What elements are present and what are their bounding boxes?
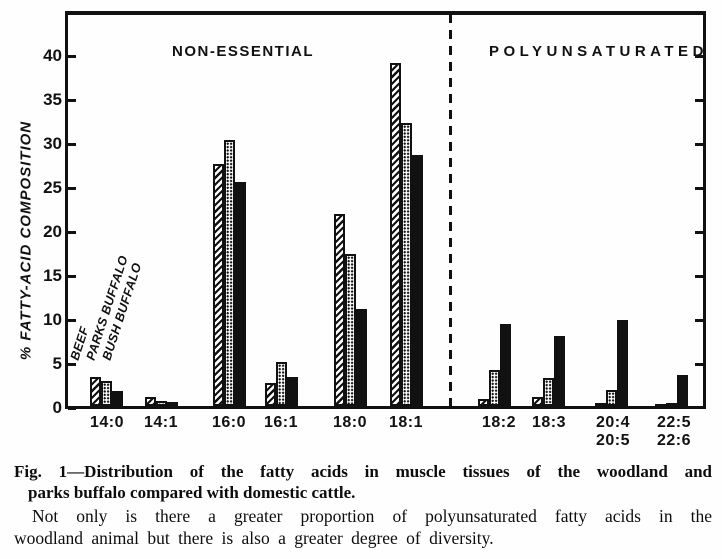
x-axis-line: [65, 406, 706, 409]
section-divider-dashed-line: [449, 14, 452, 407]
bar-20:4-parks-buffalo: [605, 390, 617, 406]
bar-18:2-parks-buffalo: [488, 370, 500, 406]
section-title-polyunsaturated: POLYUNSATURATED: [489, 43, 708, 60]
figure-caption: Fig. 1—Distribution of the fatty acids i…: [14, 461, 712, 503]
bar-18:0-parks-buffalo: [344, 254, 356, 406]
body-line-2: woodland animal but there is also a grea…: [14, 528, 494, 548]
x-label-16:1: 16:1: [263, 414, 299, 431]
y-tick-right-15: [695, 275, 703, 278]
y-tick-label-15: 15: [43, 266, 62, 285]
y-tick-left-20: [68, 231, 76, 234]
plot-top-border: [65, 11, 706, 15]
bar-14:1-bush-buffalo: [166, 402, 178, 406]
bar-20:4-bush-buffalo: [616, 320, 628, 406]
bar-22:5-parks-buffalo: [665, 403, 677, 406]
bar-20:4-beef: [594, 403, 606, 406]
y-tick-left-5: [68, 363, 76, 366]
y-tick-right-10: [695, 319, 703, 322]
bar-18:0-beef: [333, 214, 345, 406]
bar-18:1-beef: [389, 63, 401, 406]
bar-18:3-beef: [531, 397, 543, 406]
y-tick-right-20: [695, 231, 703, 234]
bar-16:0-beef: [212, 164, 224, 406]
x-label-14:1: 14:1: [143, 414, 179, 431]
y-tick-left-35: [68, 99, 76, 102]
y-axis-line: [65, 11, 68, 409]
x-label-18:1: 18:1: [388, 414, 424, 431]
bar-14:0-parks-buffalo: [100, 381, 112, 406]
y-tick-left-30: [68, 143, 76, 146]
bar-14:1-parks-buffalo: [155, 401, 167, 406]
y-tick-label-10: 10: [43, 310, 62, 329]
y-tick-label-5: 5: [52, 354, 62, 373]
y-tick-label-30: 30: [43, 134, 62, 153]
x-label-18:0: 18:0: [332, 414, 368, 431]
y-tick-right-40: [695, 55, 703, 58]
bar-22:5-beef: [654, 404, 666, 406]
x-label-18:2: 18:2: [481, 414, 517, 431]
body-paragraph: Not only is there a greater proportion o…: [14, 505, 712, 549]
y-tick-left-10: [68, 319, 76, 322]
x-label-18:3: 18:3: [531, 414, 567, 431]
y-tick-right-5: [695, 363, 703, 366]
section-title-non-essential: NON-ESSENTIAL: [172, 43, 315, 60]
bar-18:0-bush-buffalo: [355, 309, 367, 406]
bar-16:1-beef: [264, 383, 276, 406]
x-label-14:0: 14:0: [89, 414, 125, 431]
bar-16:1-bush-buffalo: [286, 377, 298, 406]
y-tick-left-40: [68, 55, 76, 58]
bar-18:1-bush-buffalo: [411, 155, 423, 406]
y-tick-left-0: [68, 407, 76, 410]
y-tick-label-25: 25: [43, 178, 62, 197]
x-label-20:4: 20:4 20:5: [595, 414, 631, 449]
y-tick-label-20: 20: [43, 222, 62, 241]
bar-18:2-bush-buffalo: [499, 324, 511, 406]
plot-right-border: [703, 11, 706, 409]
bar-22:5-bush-buffalo: [676, 375, 688, 406]
y-tick-right-35: [695, 99, 703, 102]
bar-18:3-bush-buffalo: [553, 336, 565, 406]
caption-line-1: Fig. 1—Distribution of the fatty acids i…: [14, 462, 712, 481]
body-line-1: Not only is there a greater proportion o…: [32, 506, 712, 526]
bar-18:1-parks-buffalo: [400, 123, 412, 406]
bar-18:3-parks-buffalo: [542, 378, 554, 406]
y-tick-right-30: [695, 143, 703, 146]
x-label-16:0: 16:0: [211, 414, 247, 431]
y-tick-label-0: 0: [52, 398, 62, 417]
bar-16:0-bush-buffalo: [234, 182, 246, 406]
y-tick-left-15: [68, 275, 76, 278]
y-tick-right-25: [695, 187, 703, 190]
bar-14:0-beef: [89, 377, 101, 406]
bar-18:2-beef: [477, 399, 489, 406]
bar-16:1-parks-buffalo: [275, 362, 287, 406]
y-tick-left-25: [68, 187, 76, 190]
bar-16:0-parks-buffalo: [223, 140, 235, 406]
y-tick-label-35: 35: [43, 90, 62, 109]
bar-14:0-bush-buffalo: [111, 391, 123, 406]
y-tick-label-40: 40: [43, 46, 62, 65]
caption-line-2: parks buffalo compared with domestic cat…: [28, 483, 356, 502]
x-label-22:5: 22:5 22:6: [656, 414, 692, 449]
bar-14:1-beef: [144, 397, 156, 406]
